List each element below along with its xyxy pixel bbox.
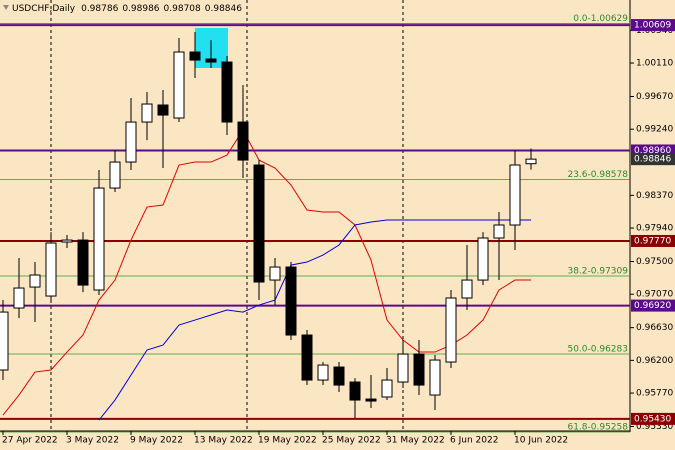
candle-body: [29, 274, 41, 288]
y-tick-label: 0.97500: [636, 257, 673, 267]
candle-body: [333, 366, 345, 386]
plot: 0.0-1.00629 23.6-0.98578 38.2-0.97309 50.0-…: [0, 14, 673, 446]
fibo-label: 38.2-0.97309: [567, 267, 628, 277]
candle-body: [381, 379, 393, 398]
candle-body: [93, 187, 105, 291]
candle-body: [221, 61, 233, 123]
y-tick-label: 0.99670: [636, 92, 673, 102]
candle-body: [429, 359, 441, 396]
indicator-line: [2, 129, 531, 416]
price-box: [631, 153, 675, 166]
y-tick-label: 0.97070: [636, 290, 673, 300]
price-box: [631, 412, 675, 425]
candle-body: [61, 239, 73, 243]
candle-body: [189, 51, 201, 61]
y-tick-label: 0.95330: [636, 422, 673, 432]
candle-body: [413, 353, 425, 386]
x-tick-label: 19 May 2022: [258, 436, 317, 446]
candle-body: [173, 51, 185, 119]
y-tick-label: 0.95770: [636, 389, 673, 399]
y-tick-label: 0.97940: [636, 224, 673, 234]
fibo-label: 0.0-1.00629: [573, 14, 628, 24]
price-box-label: 0.97770: [634, 236, 671, 246]
indicator-line: [98, 219, 531, 421]
fibo-label: 50.0-0.96283: [567, 345, 628, 355]
candle-body: [253, 164, 265, 283]
candle-body: [125, 121, 137, 163]
candle-body: [237, 121, 249, 161]
candle-body: [525, 158, 537, 165]
candle-body: [461, 279, 473, 299]
candle-body: [445, 297, 457, 363]
candle-body: [493, 224, 505, 239]
symbol: USDCHF,Daily: [12, 4, 76, 14]
price-box: [631, 234, 675, 247]
y-tick-label: 0.99240: [636, 125, 673, 135]
price-box-label: 0.98846: [634, 155, 671, 165]
title-high: 0.98986: [122, 4, 159, 14]
x-tick-label: 27 Apr 2022: [2, 436, 58, 446]
x-tick-label: 6 Jun 2022: [450, 436, 498, 446]
title-close: 0.98846: [205, 4, 242, 14]
candle-body: [397, 353, 409, 383]
candle-body: [509, 164, 521, 226]
candle-body: [109, 161, 121, 189]
candle-body: [349, 381, 361, 401]
x-tick-label: 31 May 2022: [386, 436, 445, 446]
candle-body: [205, 58, 217, 63]
candle-body: [301, 334, 313, 381]
chart-title: USDCHF,Daily 0.98786 0.98986 0.98708 0.98846: [3, 4, 242, 14]
price-box: [631, 299, 675, 312]
candle-body: [0, 311, 9, 371]
candle-body: [477, 237, 489, 281]
icon: [3, 5, 9, 10]
fibo-label: 61.8-0.95258: [567, 422, 628, 432]
y-tick-label: 0.96630: [636, 323, 673, 333]
price-box-label: 0.95430: [634, 414, 671, 424]
candle-body: [157, 104, 169, 116]
title-low: 0.98708: [164, 4, 201, 14]
price-box-label: 0.96920: [634, 301, 671, 311]
title-open: 0.98786: [81, 4, 118, 14]
candle-body: [77, 239, 89, 286]
y-tick-label: 0.96200: [636, 356, 673, 366]
x-tick-label: 10 Jun 2022: [514, 436, 568, 446]
candle-body: [141, 103, 153, 123]
candle-body: [269, 266, 281, 281]
x-tick-label: 3 May 2022: [66, 436, 119, 446]
candle-body: [317, 364, 329, 381]
y-tick-label: 1.00110: [636, 59, 673, 69]
candle-body: [365, 398, 377, 402]
price-box-label: 0.98960: [634, 146, 671, 156]
fibo-label: 23.6-0.98578: [567, 170, 628, 180]
candle-body: [285, 266, 297, 336]
candle-body: [13, 287, 25, 309]
x-tick-label: 25 May 2022: [322, 436, 381, 446]
x-tick-label: 13 May 2022: [194, 436, 253, 446]
price-box-label: 1.00609: [634, 21, 671, 31]
title-text: USDCHF,Daily 0.98786 0.98986 0.98708 0.98846: [12, 4, 242, 14]
price-box: [631, 19, 675, 32]
x-tick-label: 9 May 2022: [130, 436, 183, 446]
candle-body: [45, 242, 57, 297]
y-tick-label: 0.98370: [636, 191, 673, 201]
